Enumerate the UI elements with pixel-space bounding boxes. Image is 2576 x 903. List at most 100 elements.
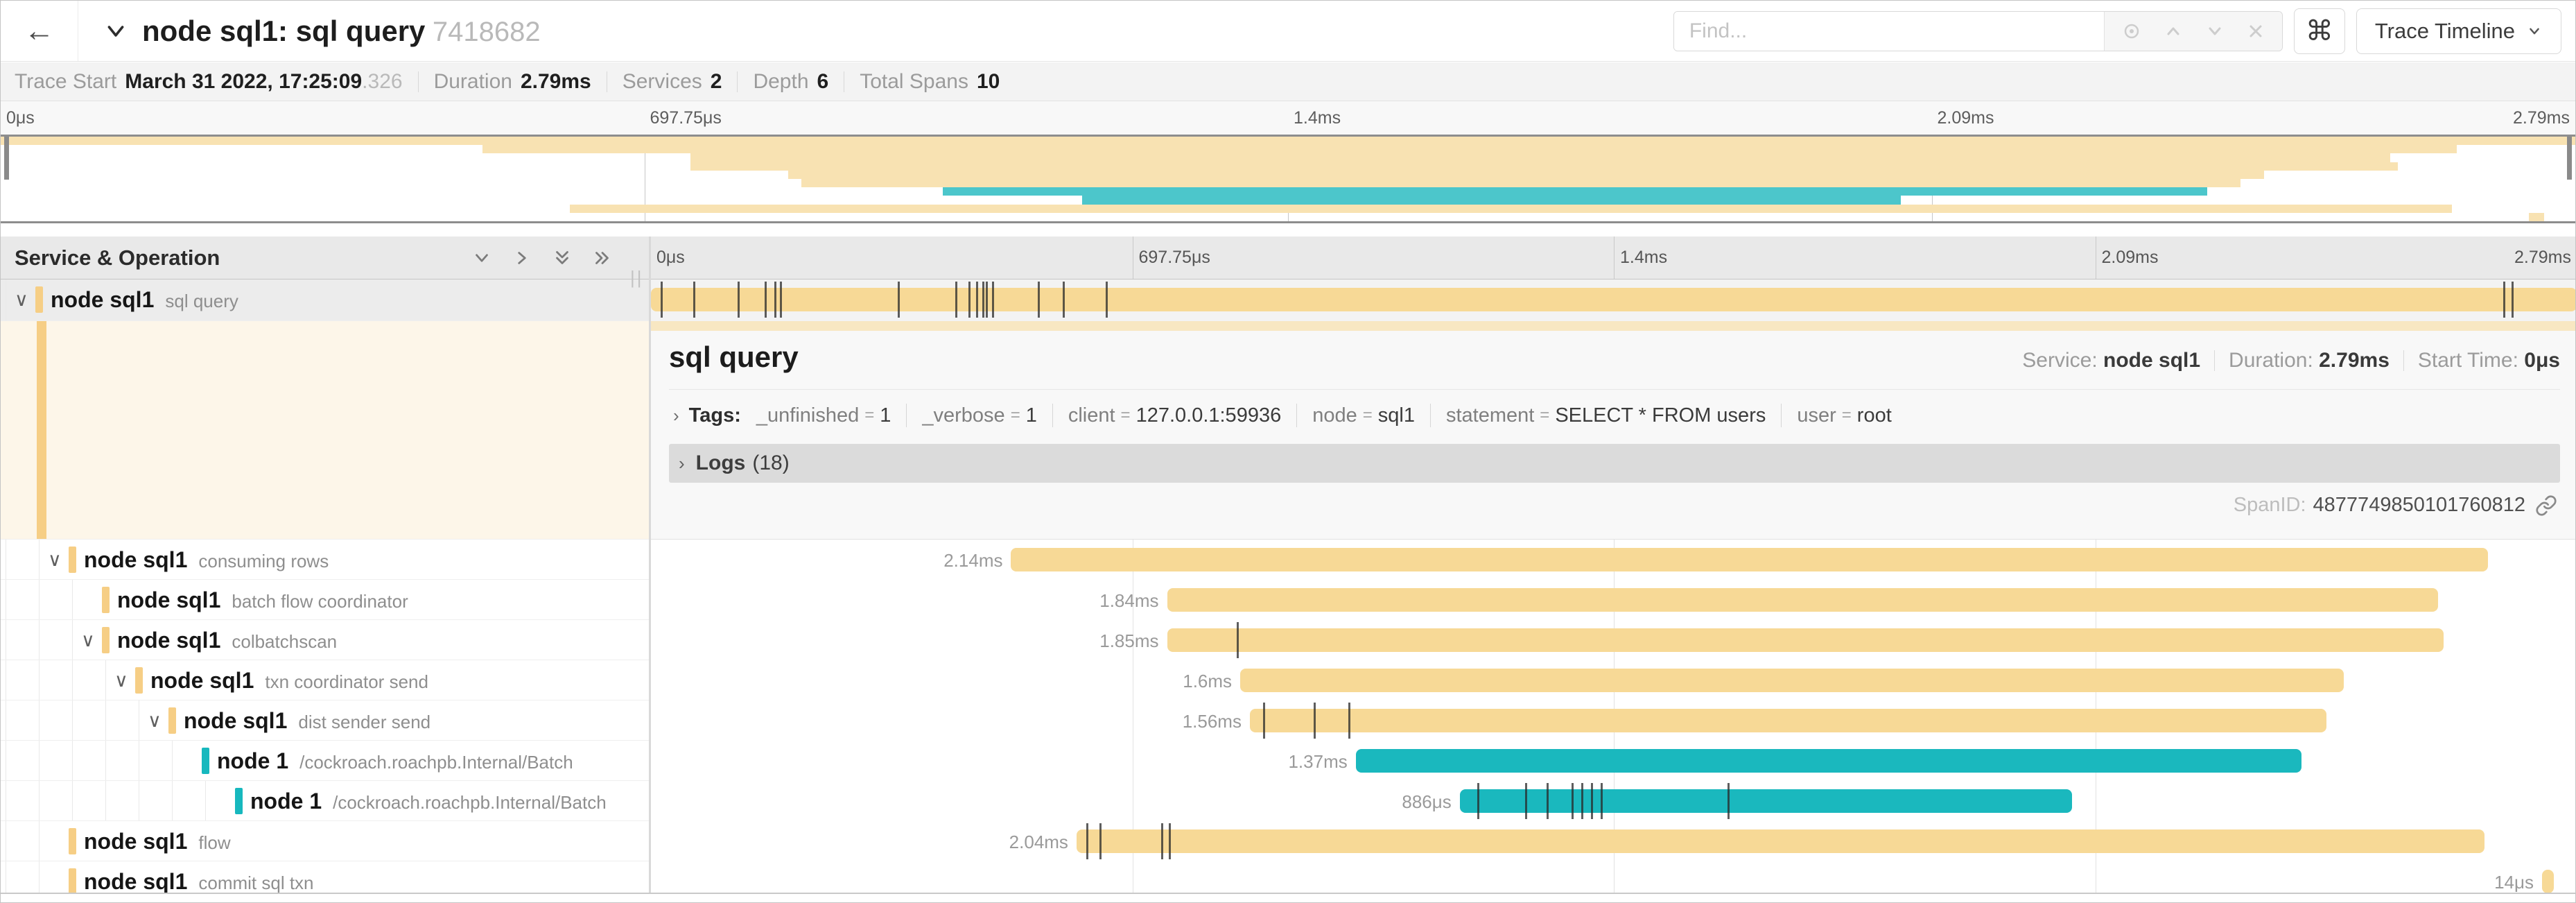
service-color-indicator [202,748,209,774]
span-expand-chevron-icon[interactable]: ∨ [114,670,128,691]
span-expand-chevron-icon[interactable]: ∨ [48,549,62,570]
span-detail-meta: Service: node sql1 Duration: 2.79ms Star… [2022,349,2560,372]
tag-key: node [1312,404,1357,427]
span-bar[interactable] [2541,870,2554,893]
tag-equals: = [864,406,875,424]
trace-summary: Trace Start March 31 2022, 17:25:09.326 Du… [1,62,2575,101]
span-row[interactable]: node 1/cockroach.roachpb.Internal/Batch 1… [1,741,2575,781]
span-tree-cell[interactable]: ∨ node sql1 txn coordinator send [1,660,651,700]
duration-value: 2.79ms [2319,349,2390,372]
span-tree-cell[interactable]: ∨ node sql1 colbatchscan [1,620,651,660]
keyboard-shortcuts-button[interactable]: ⌘ [2293,8,2345,54]
span-detail-panel: sql query Service: node sql1 Duration: 2… [651,321,2575,540]
collapse-one-icon[interactable] [471,247,493,269]
span-tree-cell[interactable]: ∨ node sql1 consuming rows [1,540,651,580]
span-row[interactable]: ∨ node sql1 colbatchscan 1.85ms [1,620,2575,660]
span-expand-chevron-icon[interactable]: ∨ [148,710,162,731]
span-tree-cell[interactable]: node sql1 batch flow coordinator [1,580,651,620]
trace-view-selector[interactable]: Trace Timeline [2356,8,2561,54]
minimap-left-scrubber[interactable] [4,137,9,180]
span-bar[interactable] [1167,588,2438,612]
span-log-tick [1525,783,1528,819]
span-duration-label: 1.56ms [1182,711,1242,732]
span-row[interactable]: ∨ node sql1 sql query [1,280,2575,321]
span-expand-chevron-icon[interactable]: ∨ [81,630,95,651]
span-row[interactable]: ∨ node sql1 txn coordinator send 1.6ms [1,660,2575,700]
span-tree-cell[interactable]: ∨ node sql1 sql query [1,280,651,321]
service-name: node sql1 sql query [51,287,238,312]
span-bar[interactable] [1076,829,2484,853]
timeline-header: Service & Operation 0μs 697.75μs 1.4ms 2.09… [1,237,2575,280]
span-log-tick [2503,282,2506,318]
tag-equals: = [1841,406,1852,424]
tag-key: _verbose [922,404,1005,427]
expand-one-icon[interactable] [511,247,533,269]
span-tree-cell[interactable]: node 1/cockroach.roachpb.Internal/Batch [1,781,651,821]
collapse-trace-chevron-icon[interactable] [103,19,128,44]
span-row[interactable]: node sql1 commit sql txn 14μs [1,861,2575,893]
span-expand-chevron-icon[interactable]: ∨ [15,289,28,310]
tag-value: 1 [1025,404,1037,427]
minimap-span-bar [2529,212,2545,221]
pane-drag-handle-icon[interactable]: || [630,267,644,288]
span-bar[interactable] [1167,628,2444,652]
span-row[interactable]: node sql1 flow 2.04ms [1,821,2575,861]
deep-link-icon[interactable] [2535,495,2557,517]
span-bar[interactable] [1240,669,2344,692]
summary-divider [737,71,738,92]
span-bar-cell[interactable]: 2.14ms [651,540,2575,580]
spanid-label: SpanID: [2233,494,2306,516]
span-row[interactable]: ∨ node sql1 consuming rows 2.14ms [1,540,2575,580]
span-bar[interactable] [1249,709,2326,732]
span-duration-label: 1.6ms [1183,671,1233,691]
find-tools [2103,11,2282,51]
back-button[interactable]: ← [1,1,78,61]
collapse-all-icon[interactable] [551,247,573,269]
span-tree-cell[interactable]: node sql1 commit sql txn [1,861,651,893]
logs-bar[interactable]: › Logs (18) [669,444,2560,483]
span-bar[interactable] [1011,548,2489,571]
span-row[interactable]: ∨ node sql1 dist sender send 1.56ms [1,700,2575,741]
focus-match-icon[interactable] [2121,21,2142,42]
operation-name: commit sql txn [198,872,314,893]
expand-all-icon[interactable] [591,247,613,269]
span-duration-label: 2.04ms [1009,832,1068,852]
page-title: node sql1: sql query [142,14,426,47]
span-bar-cell[interactable]: 1.84ms [651,580,2575,620]
pane-divider[interactable] [649,237,651,893]
span-tree-cell[interactable]: node sql1 flow [1,821,651,861]
tree-indent-guide [72,781,73,820]
span-tree-cell[interactable]: node 1/cockroach.roachpb.Internal/Batch [1,741,651,781]
tags-row[interactable]: › Tags: _unfinished = 1 _verbose = 1 client = 12… [669,390,2560,441]
span-bar-cell[interactable]: 2.04ms [651,821,2575,861]
span-bar[interactable] [1459,789,2073,813]
tree-indent-guide [72,580,73,619]
span-tree-cell[interactable]: ∨ node sql1 dist sender send [1,700,651,741]
span-bar-cell[interactable]: 1.6ms [651,660,2575,700]
operation-name: /cockroach.roachpb.Internal/Batch [333,792,607,813]
span-duration-label: 886μs [1402,791,1452,812]
minimap[interactable] [1,135,2575,223]
span-bar-cell[interactable]: 1.56ms [651,700,2575,741]
prev-match-icon[interactable] [2163,21,2184,42]
find-input[interactable] [1673,11,2104,51]
next-match-icon[interactable] [2204,21,2225,42]
clear-search-icon[interactable] [2246,22,2265,41]
minimap-span-bar [788,170,2264,179]
tree-indent-guide [39,620,40,660]
tree-indent-guide [172,781,173,820]
minimap-right-scrubber[interactable] [2567,137,2572,180]
span-bar-cell[interactable]: 886μs [651,781,2575,821]
span-row[interactable]: node 1/cockroach.roachpb.Internal/Batch 8… [1,781,2575,821]
span-bar-cell[interactable]: 1.85ms [651,620,2575,660]
span-row[interactable]: node sql1 batch flow coordinator 1.84ms [1,580,2575,620]
span-bar[interactable] [651,288,2575,311]
span-log-tick [1086,823,1088,859]
span-log-tick [1313,703,1316,739]
span-bar-cell[interactable]: 14μs [651,861,2575,893]
span-bar[interactable] [1355,749,2301,773]
span-bar-cell[interactable] [651,280,2575,321]
span-log-tick [1161,823,1164,859]
span-bar-cell[interactable]: 1.37ms [651,741,2575,781]
tag-equals: = [1120,406,1131,424]
